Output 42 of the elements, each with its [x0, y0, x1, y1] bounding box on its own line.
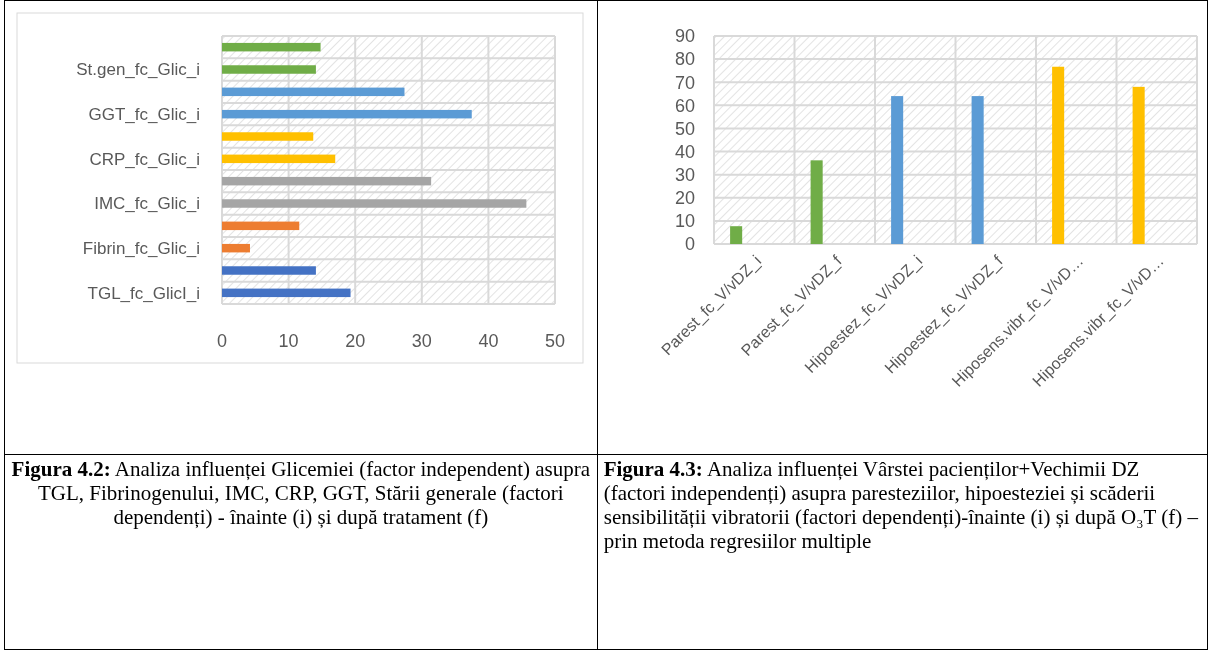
y-tick-label: 20 — [674, 188, 695, 209]
bar — [222, 154, 336, 164]
bar — [1051, 66, 1064, 244]
text: Figura 4.2: Analiza influenței Glicemiei (factor independent) asupra TGL, Fibrinogenului, IMC, CRP, GGT, Stării generale (factori dependenți) - înainte (i) și după tratament (f) — [11, 457, 591, 529]
bar — [222, 221, 300, 231]
bar — [222, 42, 321, 52]
x-tick-label: 30 — [411, 331, 432, 351]
bar — [222, 266, 316, 275]
y-tick-label: GGT_fc_Glic_i — [88, 105, 200, 125]
y-tick-label: 90 — [674, 26, 695, 47]
y-tick-label: TGL_fc_GlicI_i — [87, 283, 200, 303]
x-tick-label: 0 — [216, 331, 228, 351]
x-tick-label: 50 — [544, 331, 566, 351]
x-tick-label: 10 — [278, 331, 299, 351]
y-tick-label: 70 — [674, 72, 695, 93]
bar — [729, 226, 742, 244]
bar — [222, 65, 316, 74]
x-tick-label: 40 — [478, 331, 499, 351]
y-tick-label: 10 — [674, 211, 695, 232]
text: Figura 4.3: Analiza influenței Vârstei pacienților+Vechimii DZ (factori independenți) asupra paresteziilor, hipoesteziei și scăderii sensibilității vibratorii (factori dependenți)-înainte (i) și după O₃T (f) – prin metoda regresiilor multiple — [603, 457, 1198, 553]
bar — [222, 176, 432, 186]
y-tick-label: 0 — [684, 234, 695, 255]
bar — [810, 160, 823, 244]
x-tick-label: 20 — [345, 331, 366, 351]
bar — [222, 243, 250, 253]
y-tick-label: 30 — [674, 164, 695, 185]
bar — [890, 96, 903, 244]
bar — [222, 132, 314, 141]
bar — [222, 199, 527, 208]
bar — [222, 288, 351, 298]
y-tick-label: 50 — [674, 118, 695, 139]
bar — [222, 109, 472, 119]
y-tick-label: 40 — [674, 141, 695, 162]
y-tick-label: St.gen_fc_Glic_i — [76, 60, 200, 80]
y-tick-label: CRP_fc_Glic_i — [89, 149, 200, 169]
bar — [222, 87, 405, 97]
bar — [1132, 86, 1145, 244]
y-tick-label: 60 — [674, 95, 695, 116]
bar — [971, 96, 984, 244]
y-tick-label: Fibrin_fc_Glic_i — [82, 239, 200, 259]
y-tick-label: 80 — [674, 49, 695, 70]
y-tick-label: IMC_fc_Glic_i — [94, 194, 200, 214]
